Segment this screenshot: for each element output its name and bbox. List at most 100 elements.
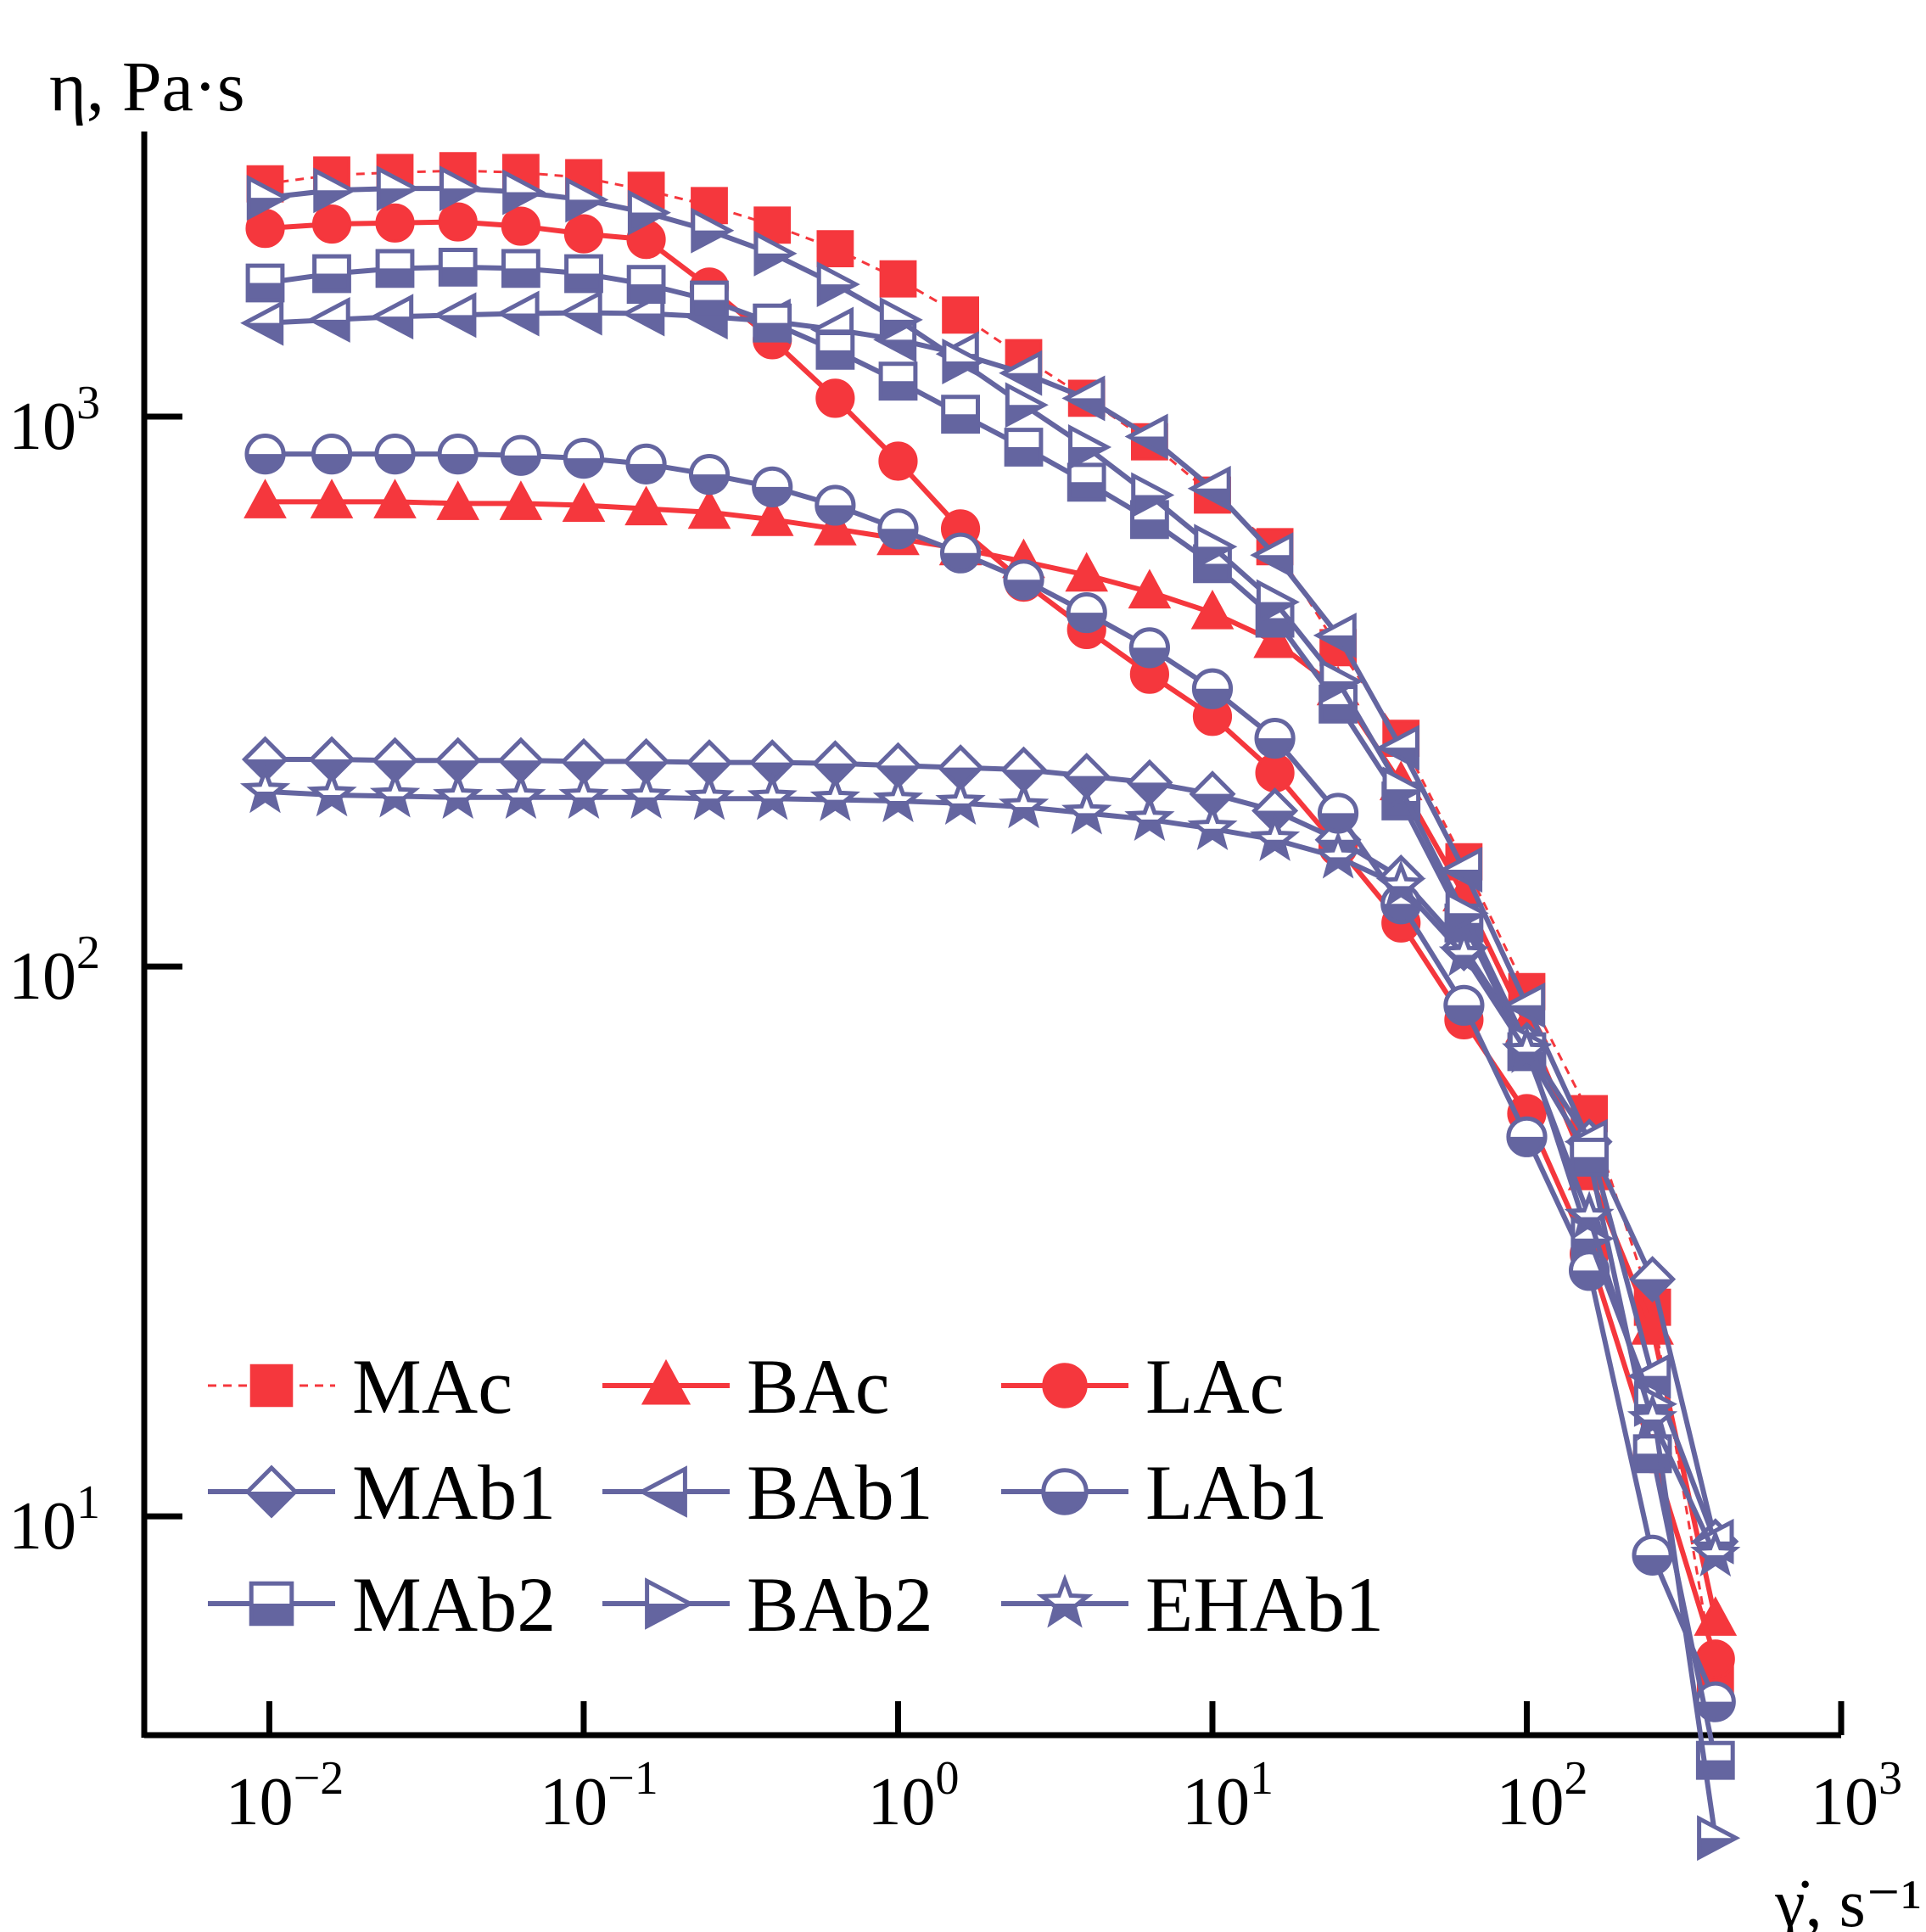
data-point: [1438, 928, 1489, 977]
y-axis-label: η, Pa·s: [49, 48, 245, 126]
series-bab2: [246, 165, 1741, 1862]
x-tick-label: 10−2: [226, 1752, 344, 1840]
data-point: [816, 261, 860, 308]
data-point: [1004, 428, 1044, 467]
legend-marker: [1042, 1363, 1088, 1408]
data-point: [1690, 1528, 1741, 1577]
data-point: [240, 300, 284, 346]
data-point: [1187, 802, 1238, 850]
data-point: [1003, 559, 1044, 601]
data-point: [495, 770, 546, 819]
data-point: [1191, 668, 1234, 709]
data-point: [624, 485, 668, 526]
data-point: [1250, 532, 1294, 579]
data-point: [753, 230, 798, 277]
data-point: [816, 230, 854, 267]
legend-label: MAb2: [352, 1561, 556, 1648]
data-point: [1249, 813, 1301, 861]
data-point: [1124, 413, 1168, 460]
data-point: [244, 434, 286, 475]
data-point: [564, 254, 603, 294]
data-point: [1061, 787, 1112, 835]
data-point: [1375, 725, 1419, 771]
data-point: [1061, 375, 1106, 422]
x-tick-label: 100: [867, 1752, 959, 1840]
data-point: [373, 479, 417, 518]
legend-entry-mab1: MAb1: [208, 1449, 556, 1536]
data-point: [939, 532, 982, 574]
data-point: [501, 249, 540, 288]
data-point: [1313, 831, 1363, 879]
data-point: [374, 434, 416, 475]
data-point: [1319, 658, 1363, 704]
data-point: [312, 254, 351, 294]
data-point: [942, 296, 979, 334]
data-point: [1065, 552, 1109, 592]
data-point: [558, 289, 602, 336]
legend-label: MAb1: [352, 1449, 556, 1536]
data-point: [502, 169, 546, 216]
data-point: [1375, 860, 1426, 908]
data-point: [376, 165, 420, 212]
data-point: [1255, 753, 1295, 792]
data-point: [753, 206, 792, 244]
data-point: [688, 454, 731, 496]
data-point: [942, 339, 986, 384]
data-point: [998, 780, 1050, 829]
data-point: [879, 260, 917, 298]
data-point: [691, 207, 735, 254]
data-point: [1187, 465, 1231, 512]
data-point: [1066, 591, 1107, 634]
data-point: [1067, 462, 1106, 502]
data-point: [1253, 618, 1296, 658]
legend-entry-ehab1: EHAb1: [1001, 1561, 1384, 1648]
data-point: [437, 434, 479, 475]
series-lab1: [244, 434, 1736, 1722]
legend-entry-bab2: BAb2: [602, 1561, 933, 1648]
data-point: [1632, 1534, 1673, 1576]
data-point: [1254, 718, 1296, 759]
x-tick-label: 103: [1811, 1752, 1902, 1840]
data-point: [690, 280, 729, 320]
data-point: [1501, 1025, 1553, 1073]
legend-marker: [641, 1358, 691, 1405]
legend-label: BAc: [747, 1343, 890, 1430]
data-point: [239, 764, 291, 814]
data-point: [815, 484, 856, 526]
y-tick-label: 103: [8, 377, 100, 464]
data-point: [1317, 792, 1359, 834]
legend-marker: [637, 1465, 687, 1518]
data-point: [999, 350, 1043, 396]
legend-marker: [645, 1577, 695, 1630]
data-point: [1445, 890, 1489, 937]
legend-marker: [249, 1364, 294, 1408]
data-point: [1382, 766, 1426, 813]
legend: MAc BAc LAc MAb1 BAb1 LAb1 MAb2 BAb2 EHAb1: [208, 1343, 1384, 1648]
legend-label: LAc: [1145, 1343, 1284, 1430]
data-point: [563, 437, 605, 479]
data-point: [375, 249, 415, 288]
data-point: [1313, 612, 1357, 658]
legend-entry-bac: BAc: [602, 1343, 890, 1430]
data-point: [1124, 792, 1175, 842]
data-point: [375, 203, 415, 243]
data-point: [1128, 627, 1170, 669]
series-line: [265, 788, 1718, 1557]
data-point: [370, 294, 414, 340]
data-point: [1502, 982, 1546, 1028]
series-ehab1: [239, 764, 1741, 1577]
data-point: [433, 770, 484, 819]
legend-label: BAb1: [747, 1449, 933, 1536]
x-tick-label: 101: [1182, 1752, 1274, 1840]
legend-marker: [1041, 1468, 1089, 1515]
data-point: [935, 776, 986, 825]
legend-label: MAc: [352, 1343, 512, 1430]
data-point: [747, 772, 798, 820]
data-point: [565, 176, 609, 223]
data-point: [1005, 382, 1049, 428]
data-point: [1194, 524, 1238, 570]
data-point: [245, 263, 285, 303]
legend-marker: [249, 1581, 294, 1627]
data-point: [499, 480, 543, 520]
data-point: [438, 202, 478, 242]
